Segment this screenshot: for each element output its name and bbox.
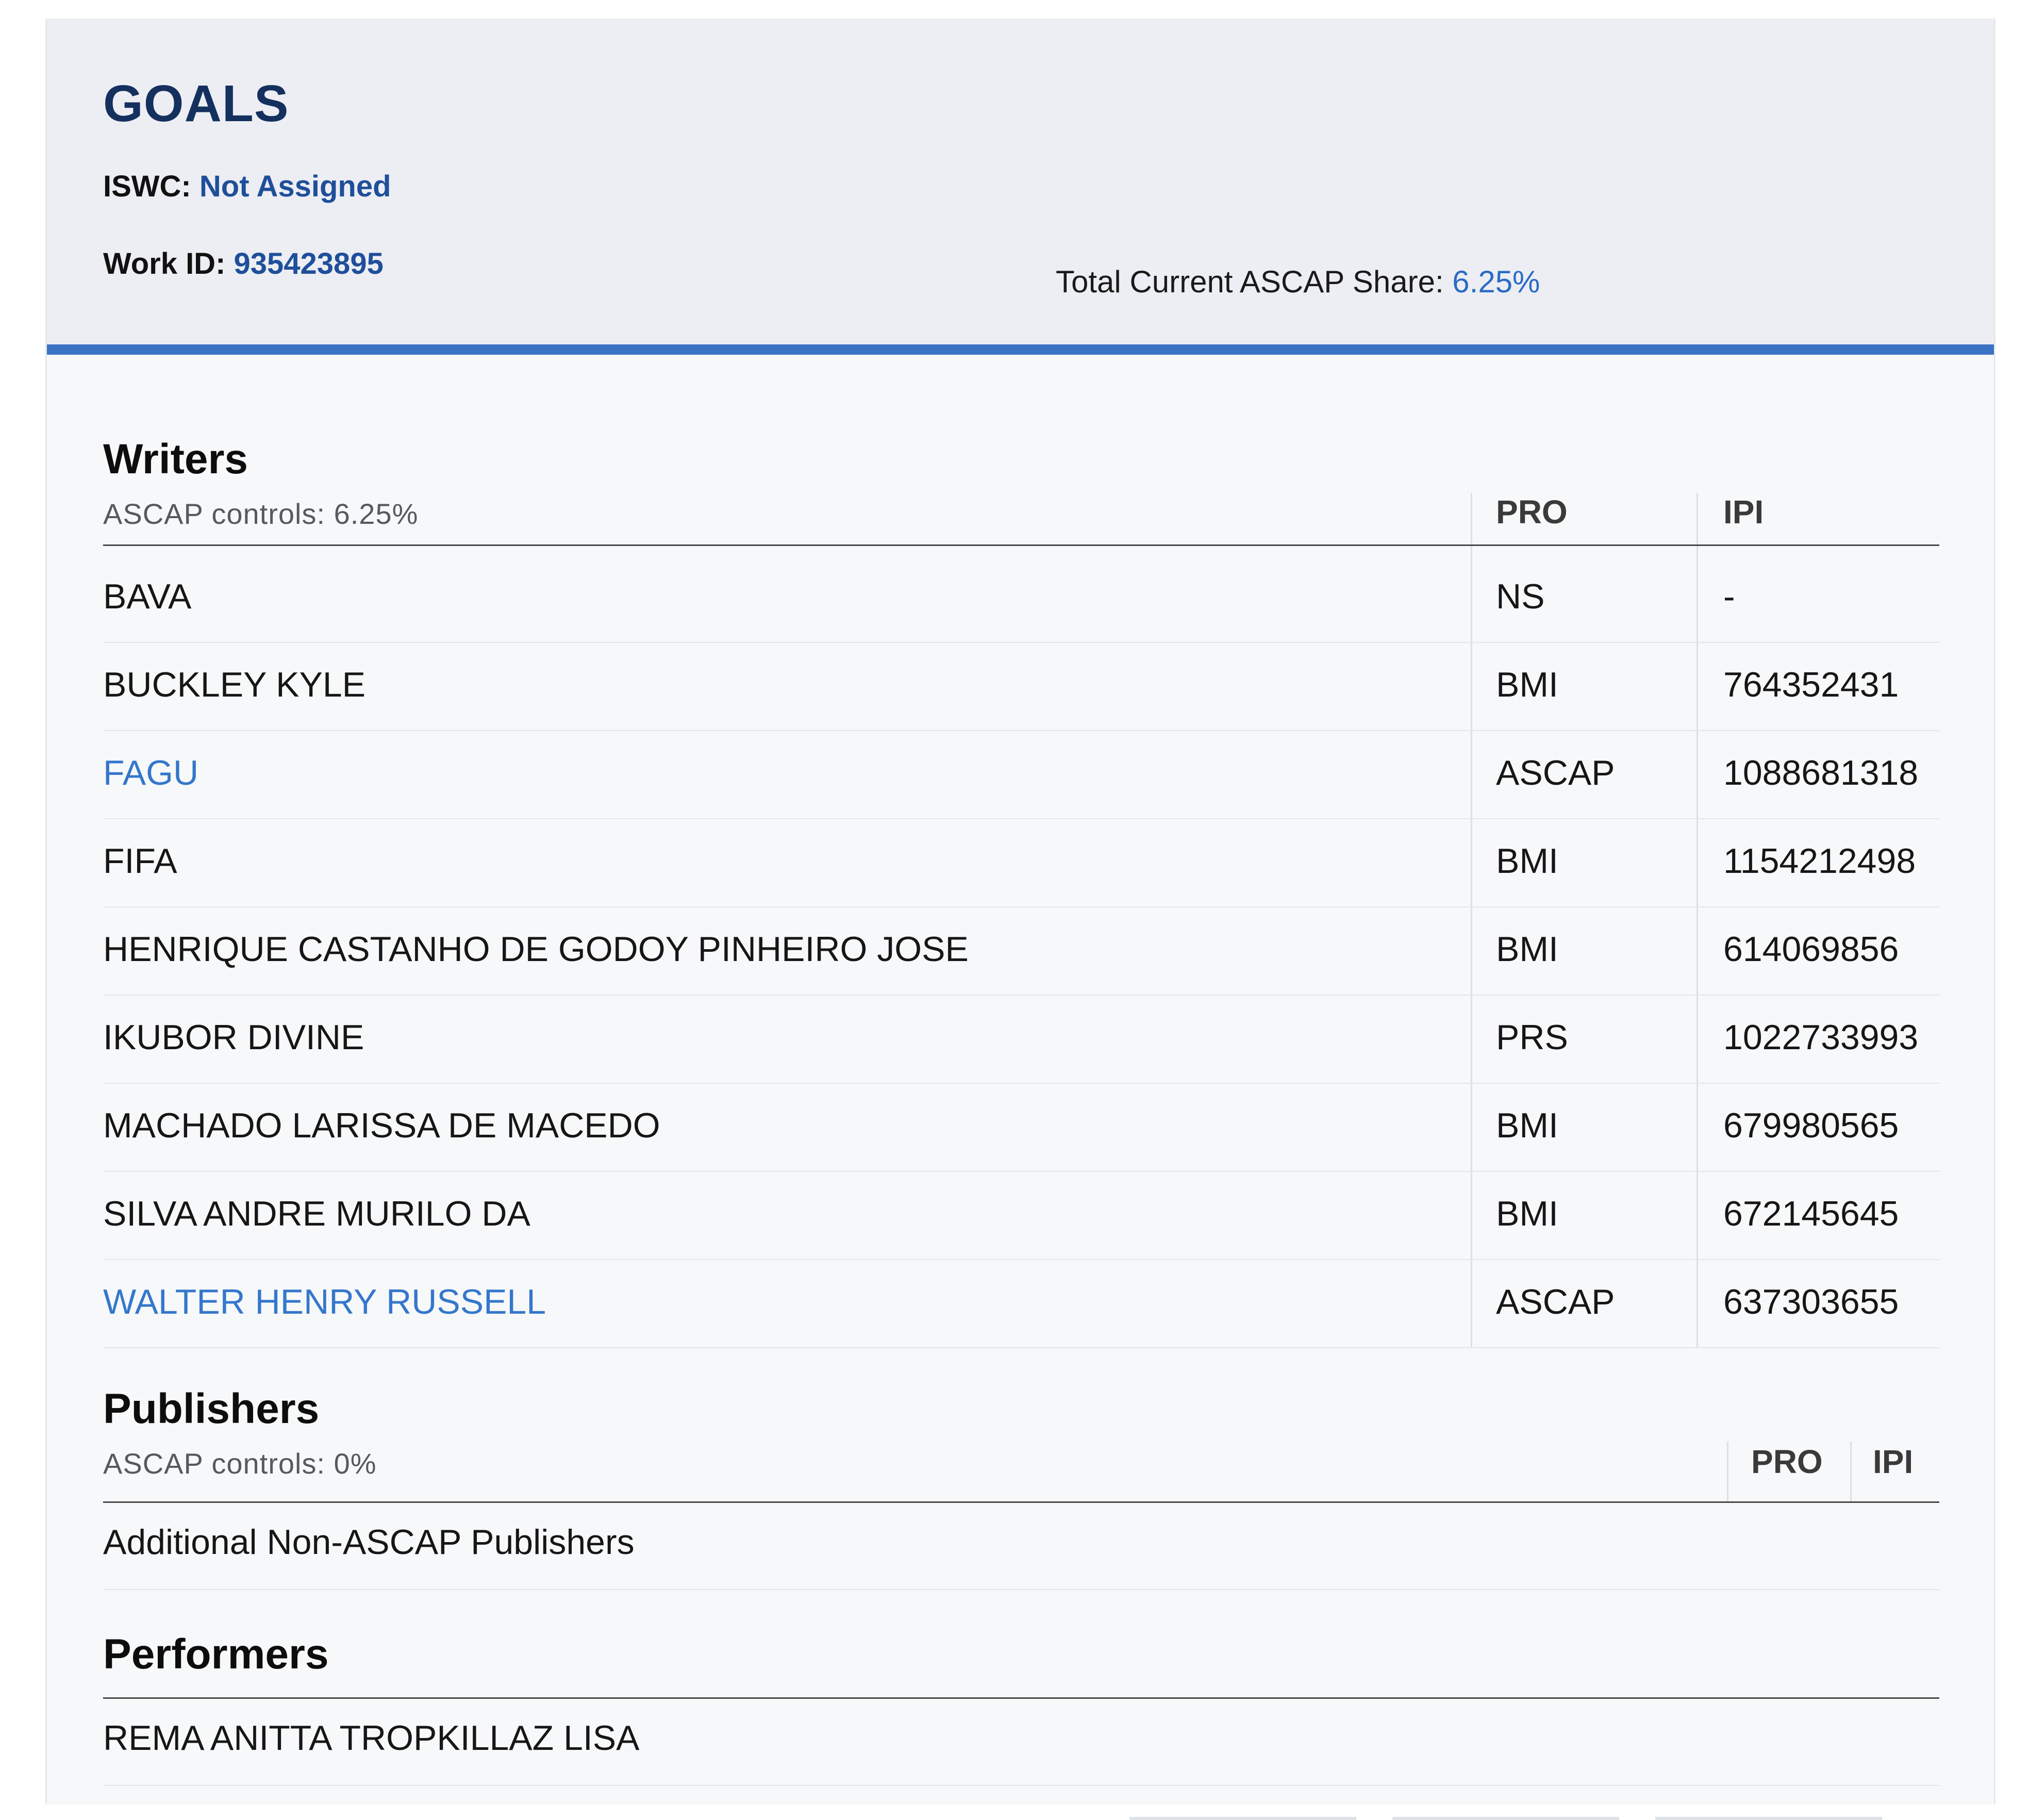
writer-name: IKUBOR DIVINE xyxy=(103,1018,364,1057)
performers-header-rule xyxy=(103,1697,1939,1699)
performer-row-name: REMA ANITTA TROPKILLAZ LISA xyxy=(103,1718,640,1758)
footer-button-edge-1[interactable] xyxy=(1129,1817,1356,1820)
writer-name-link[interactable]: FAGU xyxy=(103,753,199,792)
writer-name: BUCKLEY KYLE xyxy=(103,665,366,704)
writer-pro: BMI xyxy=(1496,1106,1558,1145)
writer-name: HENRIQUE CASTANHO DE GODOY PINHEIRO JOSE xyxy=(103,930,969,969)
publishers-col-divider-pro xyxy=(1727,1442,1728,1502)
writer-pro: ASCAP xyxy=(1496,1282,1615,1321)
publishers-ascap-controls: ASCAP controls: 0% xyxy=(103,1447,377,1480)
writer-pro: NS xyxy=(1496,577,1545,616)
writer-row-separator xyxy=(103,730,1939,731)
writer-row-separator xyxy=(103,818,1939,819)
writer-name-link[interactable]: WALTER HENRY RUSSELL xyxy=(103,1282,546,1321)
writer-pro: BMI xyxy=(1496,841,1558,881)
writer-name: MACHADO LARISSA DE MACEDO xyxy=(103,1106,660,1145)
writers-col-pro: PRO xyxy=(1496,493,1568,531)
total-share-label: Total Current ASCAP Share: xyxy=(1056,264,1444,299)
work-header: GOALS ISWC: Not Assigned Work ID: 935423… xyxy=(47,19,1994,344)
writer-ipi: 672145645 xyxy=(1723,1194,1899,1233)
writer-name: BAVA xyxy=(103,577,192,616)
total-share-line: Total Current ASCAP Share: 6.25% xyxy=(1056,264,1540,300)
writer-row-separator xyxy=(103,1083,1939,1084)
publisher-row-name: Additional Non-ASCAP Publishers xyxy=(103,1523,635,1562)
writer-pro: BMI xyxy=(1496,1194,1558,1233)
writer-pro: BMI xyxy=(1496,665,1558,704)
writers-ascap-controls: ASCAP controls: 6.25% xyxy=(103,498,419,530)
writer-row-separator xyxy=(103,995,1939,996)
writer-ipi: 764352431 xyxy=(1723,665,1899,704)
writer-pro: BMI xyxy=(1496,930,1558,969)
writer-row-separator xyxy=(103,642,1939,643)
writer-row-separator xyxy=(103,1347,1939,1348)
writer-ipi: 614069856 xyxy=(1723,930,1899,969)
iswc-value: Not Assigned xyxy=(199,170,391,203)
writer-pro: ASCAP xyxy=(1496,753,1615,792)
writer-ipi: 679980565 xyxy=(1723,1106,1899,1145)
writers-col-divider-ipi xyxy=(1697,493,1698,1348)
publishers-header-rule xyxy=(103,1501,1939,1503)
writer-ipi: 637303655 xyxy=(1723,1282,1899,1321)
publishers-col-ipi: IPI xyxy=(1873,1443,1914,1480)
iswc-label: ISWC: xyxy=(103,170,191,203)
header-accent-bar xyxy=(47,344,1994,355)
work-id-line: Work ID: 935423895 xyxy=(103,246,384,281)
publisher-row-separator xyxy=(103,1589,1939,1590)
writers-col-ipi: IPI xyxy=(1723,493,1764,531)
writer-ipi: 1022733993 xyxy=(1723,1018,1919,1057)
writer-ipi: - xyxy=(1723,577,1735,616)
work-detail-card: GOALS ISWC: Not Assigned Work ID: 935423… xyxy=(45,19,1995,1820)
writer-row-separator xyxy=(103,1171,1939,1172)
iswc-line: ISWC: Not Assigned xyxy=(103,169,391,204)
work-id-value: 935423895 xyxy=(234,247,384,280)
writer-ipi: 1088681318 xyxy=(1723,753,1919,792)
performer-row-separator xyxy=(103,1785,1939,1786)
publishers-col-pro: PRO xyxy=(1751,1443,1823,1480)
work-id-label: Work ID: xyxy=(103,247,226,280)
performers-heading: Performers xyxy=(103,1631,329,1678)
writer-pro: PRS xyxy=(1496,1018,1568,1057)
work-title: GOALS xyxy=(103,75,289,133)
publishers-heading: Publishers xyxy=(103,1385,320,1432)
writers-header-rule xyxy=(103,544,1939,546)
total-share-value: 6.25% xyxy=(1452,264,1540,299)
footer-button-edge-3[interactable] xyxy=(1655,1817,1882,1820)
writer-row-separator xyxy=(103,1259,1939,1260)
writer-ipi: 1154212498 xyxy=(1723,841,1916,881)
writer-row-separator xyxy=(103,906,1939,907)
publishers-col-divider-ipi xyxy=(1850,1442,1852,1502)
writer-name: SILVA ANDRE MURILO DA xyxy=(103,1194,530,1233)
footer-button-edge-2[interactable] xyxy=(1392,1817,1619,1820)
writer-name: FIFA xyxy=(103,841,177,881)
writers-col-divider-pro xyxy=(1471,493,1472,1348)
writers-heading: Writers xyxy=(103,436,248,483)
